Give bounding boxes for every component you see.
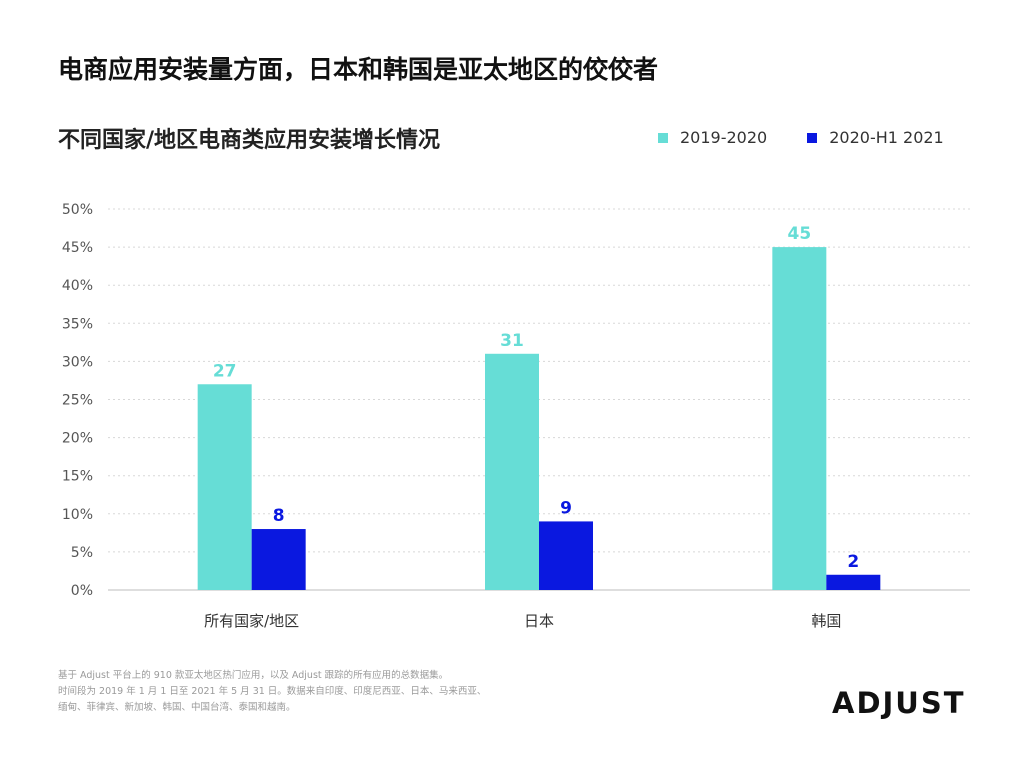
bar-chart: 0% 5% 10% 15% 20% 25% 30% 35% 40% 45% 50% 27 8 所有国家/地… [62,202,970,630]
y-tick-label: 25% [62,393,93,409]
adjust-logo: ADJUST [832,686,966,720]
bar-series-2 [826,574,881,590]
legend-swatch-series-1 [658,132,668,143]
y-tick-label: 5% [71,545,93,561]
legend: 2019-2020 2020-H1 2021 [658,128,944,147]
data-label: 9 [560,498,572,518]
data-label: 31 [500,331,524,351]
footnote-line: 基于 Adjust 平台上的 910 款亚太地区热门应用，以及 Adjust 跟… [58,670,449,681]
chart-title: 不同国家/地区电商类应用安装增长情况 [58,128,441,153]
legend-swatch-series-2 [807,132,818,143]
y-tick-label: 10% [62,507,93,523]
data-label: 2 [847,552,859,572]
y-tick-label: 0% [71,583,93,599]
footnote: 基于 Adjust 平台上的 910 款亚太地区热门应用，以及 Adjust 跟… [58,668,486,716]
legend-label-series-2: 2020-H1 2021 [829,128,944,147]
data-label: 45 [787,224,811,244]
x-tick-label: 日本 [524,612,554,630]
legend-label-series-1: 2019-2020 [680,128,768,147]
y-tick-label: 50% [62,202,93,218]
bar-series-2 [251,529,306,590]
y-tick-label: 40% [62,278,93,294]
y-tick-label: 45% [62,240,93,256]
footnote-line: 时间段为 2019 年 1 月 1 日至 2021 年 5 月 31 日。数据来… [58,686,487,697]
y-tick-label: 30% [62,354,93,370]
data-label: 8 [273,506,285,526]
y-tick-label: 35% [62,316,93,332]
legend-item-series-2: 2020-H1 2021 [807,128,944,147]
y-tick-label: 20% [62,431,93,447]
data-label: 27 [213,361,237,381]
bar-series-1 [772,247,827,590]
headline: 电商应用安装量方面，日本和韩国是亚太地区的佼佼者 [58,55,659,84]
legend-item-series-1: 2019-2020 [658,128,767,147]
y-tick-label: 15% [62,469,93,485]
bar-series-1 [485,353,539,590]
bar-series-1 [197,384,252,590]
bar-series-2 [539,521,593,590]
x-tick-label: 韩国 [811,612,841,630]
footnote-line: 缅甸、菲律宾、新加坡、韩国、中国台湾、泰国和越南。 [58,702,296,713]
x-tick-label: 所有国家/地区 [204,612,299,630]
